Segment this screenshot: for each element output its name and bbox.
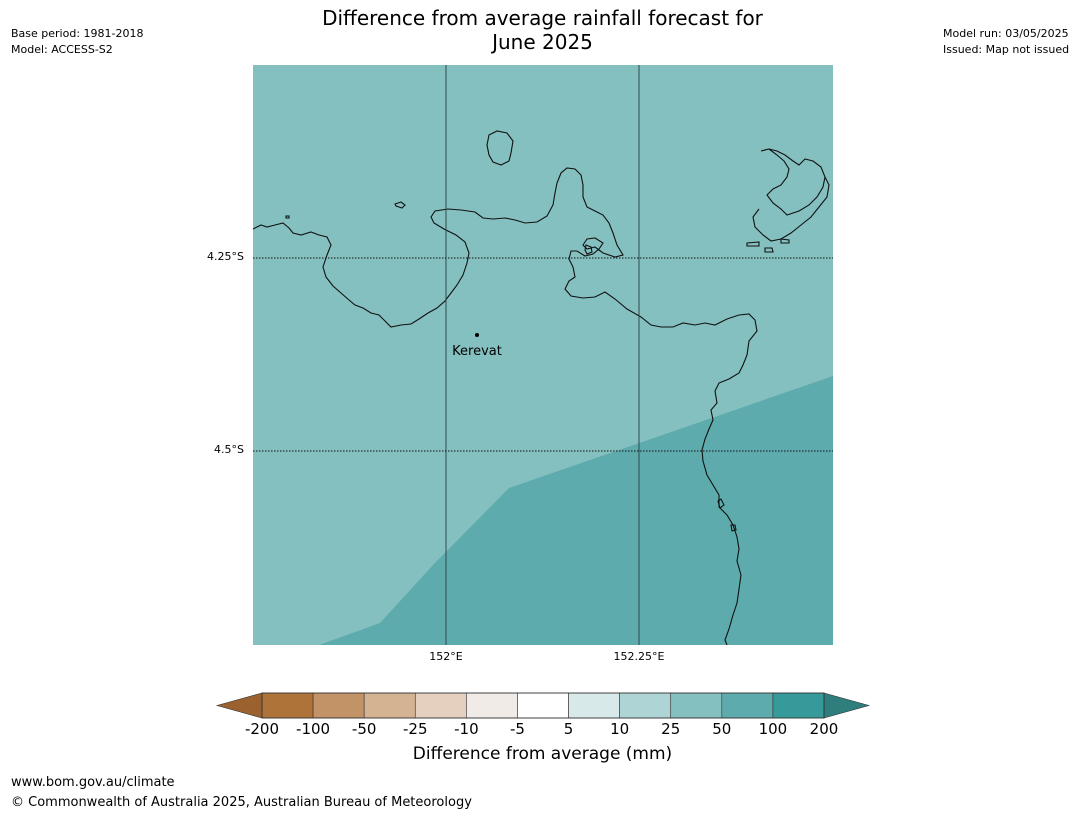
colorbar-title: Difference from average (mm)	[412, 744, 673, 764]
colorbar-cell	[261, 692, 314, 719]
coastline-islet-east-2	[764, 247, 774, 253]
base-period-text: Base period: 1981-2018	[11, 27, 144, 40]
coastline-islet-river	[730, 524, 737, 532]
coastline-islet-east-1	[746, 241, 760, 247]
colorbar-tick-label: 50	[712, 720, 732, 738]
coastline-islet-bay	[584, 244, 593, 255]
meta-left: Base period: 1981-2018 Model: ACCESS-S2	[11, 26, 143, 58]
coastline-northeast-land	[760, 148, 826, 216]
issued-text: Issued: Map not issued	[943, 43, 1070, 56]
colorbar-tick-label: -25	[403, 720, 428, 738]
kerevat-label: Kerevat	[452, 344, 502, 359]
colorbar-tick-label: 25	[661, 720, 681, 738]
colorbar-under-triangle	[215, 692, 263, 719]
colorbar-tick-label: -5	[509, 720, 525, 738]
colorbar-frame	[261, 692, 825, 719]
coastline-islet-bay-south	[717, 498, 725, 509]
map-canvas: Kerevat	[252, 65, 833, 646]
lat-tick-4-5s: 4.5°S	[214, 443, 244, 456]
map-title-line2: June 2025	[492, 30, 593, 54]
colorbar-cell	[517, 692, 569, 719]
coastline	[252, 130, 830, 646]
colorbar-tick-label: -10	[454, 720, 479, 738]
coastline-islet-west	[394, 201, 406, 209]
colorbar-cell	[568, 692, 620, 719]
colorbar-cell	[619, 692, 672, 719]
colorbar-cell	[721, 692, 774, 719]
colorbar-over-triangle	[823, 692, 871, 719]
lon-tick-152e: 152°E	[429, 650, 463, 663]
wetter-region	[319, 376, 833, 645]
map-title: Difference from average rainfall forecas…	[0, 6, 1085, 54]
model-run-text: Model run: 03/05/2025	[943, 27, 1069, 40]
colorbar-tick-label: 10	[610, 720, 630, 738]
colorbar-cell	[466, 692, 518, 719]
footer-url[interactable]: www.bom.gov.au/climate	[11, 775, 175, 790]
lat-tick-4-25s: 4.25°S	[207, 250, 244, 263]
meta-right: Model run: 03/05/2025 Issued: Map not is…	[943, 26, 1069, 58]
coastline-main	[252, 167, 758, 646]
colorbar-cell	[670, 692, 723, 719]
colorbar-tick-label: -100	[296, 720, 331, 738]
colorbar-cell	[363, 692, 416, 719]
footer-copyright: © Commonwealth of Australia 2025, Austra…	[11, 795, 472, 810]
colorbar-tick-label: 100	[758, 720, 788, 738]
colorbar-tick-label: -200	[244, 720, 280, 738]
kerevat-marker	[475, 333, 479, 337]
model-text: Model: ACCESS-S2	[11, 43, 113, 56]
lon-tick-152-25e: 152.25°E	[613, 650, 665, 663]
forecast-map[interactable]: Kerevat	[252, 65, 833, 646]
colorbar-tick-label: 200	[809, 720, 839, 738]
colorbar-cell	[414, 692, 467, 719]
coastline-islet-north	[486, 130, 514, 166]
coastline-northeast-peninsula	[752, 176, 830, 242]
colorbar-tick-label: -50	[351, 720, 377, 738]
coastline-islet-small	[285, 215, 290, 219]
coastline-islet-east-3	[780, 238, 790, 244]
graticule	[253, 65, 833, 645]
colorbar	[215, 692, 871, 719]
colorbar-tick-label: 5	[563, 720, 574, 738]
colorbar-cell	[312, 692, 365, 719]
map-title-line1: Difference from average rainfall forecas…	[322, 6, 763, 30]
colorbar-cell	[772, 692, 825, 719]
